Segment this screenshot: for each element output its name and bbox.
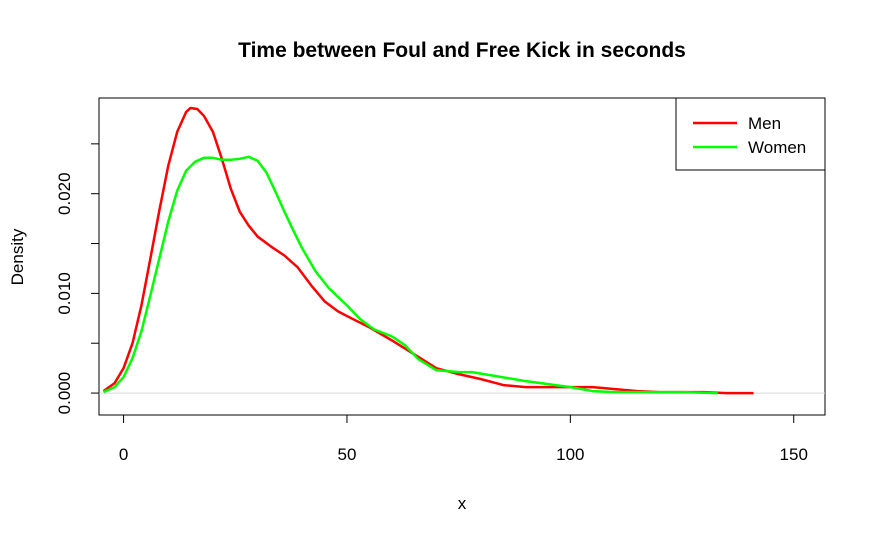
series-line-men	[102, 106, 754, 395]
chart-title: Time between Foul and Free Kick in secon…	[238, 39, 686, 62]
legend: Men Women	[675, 97, 826, 171]
y-axis-label: Density	[8, 228, 27, 285]
series-line-women	[102, 155, 718, 395]
x-tick-label: 0	[119, 445, 128, 464]
y-tick-label: 0.000	[55, 372, 74, 415]
y-tick-label: 0.020	[55, 172, 74, 215]
x-tick-label: 50	[337, 445, 356, 464]
x-tick-label: 150	[780, 445, 808, 464]
legend-box	[675, 97, 826, 171]
x-axis-label: x	[458, 494, 467, 513]
x-tick-label: 100	[556, 445, 584, 464]
x-axis: 0 50 100 150	[119, 414, 808, 464]
y-axis: 0.000 0.010 0.020	[55, 143, 100, 415]
y-tick-label: 0.010	[55, 272, 74, 315]
legend-label-women: Women	[748, 138, 806, 157]
series-lines-group	[102, 106, 754, 395]
legend-label-men: Men	[748, 114, 781, 133]
